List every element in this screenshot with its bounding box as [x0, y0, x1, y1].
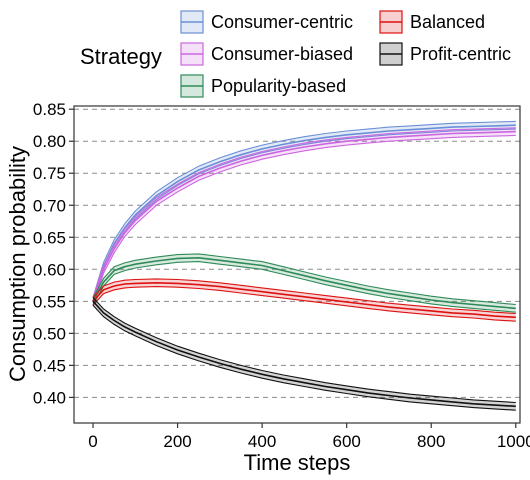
- y-tick-label: 0.40: [33, 388, 66, 407]
- series-line: [92, 130, 516, 302]
- series-band-lower: [92, 304, 516, 411]
- legend-label: Consumer-centric: [211, 12, 353, 32]
- legend-title: Strategy: [80, 44, 162, 69]
- x-tick-label: 0: [88, 432, 97, 451]
- y-tick-label: 0.65: [33, 228, 66, 247]
- series-layer: [92, 120, 516, 411]
- legend-item: Balanced: [379, 10, 485, 34]
- y-axis-title: Consumption probability: [5, 146, 30, 382]
- x-tick-label: 400: [248, 432, 276, 451]
- legend-label: Consumer-biased: [211, 44, 353, 64]
- series-band-lower: [92, 261, 516, 313]
- x-tick-label: 1000: [497, 432, 530, 451]
- series-band-lower: [92, 134, 516, 306]
- x-tick-label: 600: [332, 432, 360, 451]
- series-consumer-centric: [92, 120, 516, 306]
- series-profit-centric: [92, 297, 516, 411]
- y-tick-label: 0.50: [33, 324, 66, 343]
- series-band-upper: [92, 120, 516, 298]
- y-tick-label: 0.75: [33, 164, 66, 183]
- legend-item: Profit-centric: [379, 42, 511, 66]
- series-line: [92, 124, 516, 302]
- legend-item: Popularity-based: [180, 74, 346, 98]
- y-tick-label: 0.70: [33, 196, 66, 215]
- legend-item: Consumer-centric: [180, 10, 353, 34]
- series-popularity-based: [92, 253, 516, 313]
- series-band: [93, 278, 516, 322]
- series-band: [93, 121, 516, 306]
- legend-label: Popularity-based: [211, 76, 346, 96]
- legend: Strategy Consumer-centric Consumer-biased…: [80, 10, 511, 98]
- ticks-layer: 0.40 0.45 0.50 0.55 0.60 0.65 0.70 0.75 0.80 0.85…: [33, 100, 530, 451]
- series-band-upper: [92, 297, 516, 404]
- y-tick-label: 0.80: [33, 132, 66, 151]
- x-axis-title: Time steps: [244, 450, 351, 475]
- series-band-upper: [92, 278, 516, 315]
- legend-items: Consumer-centric Consumer-biased Popularit…: [180, 10, 511, 98]
- series-line: [92, 256, 516, 310]
- y-tick-label: 0.60: [33, 260, 66, 279]
- series-band: [93, 253, 516, 313]
- plot-frame: [73, 105, 521, 424]
- series-consumer-biased: [92, 127, 516, 306]
- x-tick-label: 200: [163, 432, 191, 451]
- y-tick-label: 0.85: [33, 100, 66, 119]
- y-tick-label: 0.45: [33, 356, 66, 375]
- x-tick-label: 800: [417, 432, 445, 451]
- legend-item: Consumer-biased: [180, 42, 353, 66]
- legend-label: Profit-centric: [410, 44, 511, 64]
- series-band-lower: [92, 286, 516, 322]
- series-line: [92, 300, 516, 408]
- series-band-lower: [92, 128, 516, 306]
- series-balanced: [92, 278, 516, 322]
- y-tick-label: 0.55: [33, 292, 66, 311]
- series-line: [92, 281, 516, 319]
- series-band-upper: [92, 253, 516, 306]
- series-band-upper: [92, 127, 516, 298]
- legend-label: Balanced: [410, 12, 485, 32]
